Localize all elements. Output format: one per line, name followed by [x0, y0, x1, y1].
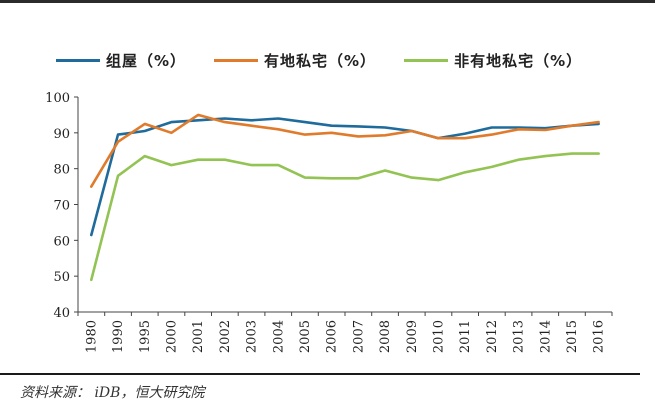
y-tick-label: 40 — [53, 306, 70, 321]
legend-label-hdb: 组屋（%） — [106, 52, 187, 70]
x-tick-label: 2000 — [164, 320, 179, 353]
x-tick-label: 2001 — [191, 320, 206, 353]
legend-item-nonlanded: 非有地私宅（%） — [404, 50, 582, 71]
legend-item-landed: 有地私宅（%） — [214, 50, 376, 71]
legend-swatch-landed — [214, 59, 259, 62]
x-tick-label: 2011 — [458, 320, 473, 353]
y-tick-label: 90 — [53, 127, 70, 142]
x-tick-label: 2012 — [485, 320, 500, 353]
x-tick-label: 1995 — [138, 320, 153, 353]
x-tick-label: 2008 — [378, 320, 393, 353]
x-tick-label: 2015 — [565, 320, 580, 353]
y-tick-label: 70 — [53, 199, 70, 214]
series-line-0 — [90, 117, 600, 237]
bottom-rule — [0, 373, 640, 375]
x-tick-label: 2010 — [431, 320, 446, 353]
x-tick-label: 2006 — [325, 320, 340, 353]
x-tick-label: 2002 — [218, 320, 233, 353]
y-tick-label: 60 — [53, 234, 70, 249]
x-tick-label: 1980 — [84, 320, 99, 353]
y-tick-label: 100 — [45, 91, 70, 106]
x-tick-label: 2016 — [592, 320, 607, 353]
legend-swatch-nonlanded — [404, 59, 449, 62]
y-tick-label: 80 — [53, 163, 70, 178]
x-tick-label: 2014 — [538, 320, 553, 353]
source-note: 资料来源： iDB，恒大研究院 — [20, 385, 205, 401]
series-line-1 — [90, 113, 600, 188]
legend-swatch-hdb — [56, 59, 100, 62]
x-tick-label: 1990 — [111, 320, 126, 353]
legend-label-landed: 有地私宅（%） — [264, 52, 377, 70]
x-tick-label: 2007 — [351, 320, 366, 353]
series-line-2 — [90, 152, 600, 282]
x-tick-label: 2003 — [245, 320, 260, 353]
top-rule — [0, 0, 655, 3]
legend-item-hdb: 组屋（%） — [56, 50, 186, 71]
chart-legend: 组屋（%） 有地私宅（%） 非有地私宅（%） — [56, 50, 610, 71]
x-tick-label: 2005 — [298, 320, 313, 353]
line-chart: 40 50 60 70 80 90 100 1980 1990 1995 2000 2001 2002 2… — [45, 91, 613, 353]
legend-label-nonlanded: 非有地私宅（%） — [454, 52, 583, 70]
x-tick-label: 2009 — [405, 320, 420, 353]
y-tick-label: 50 — [53, 270, 70, 285]
x-tick-label: 2004 — [271, 320, 286, 353]
x-tick-label: 2013 — [512, 320, 527, 353]
